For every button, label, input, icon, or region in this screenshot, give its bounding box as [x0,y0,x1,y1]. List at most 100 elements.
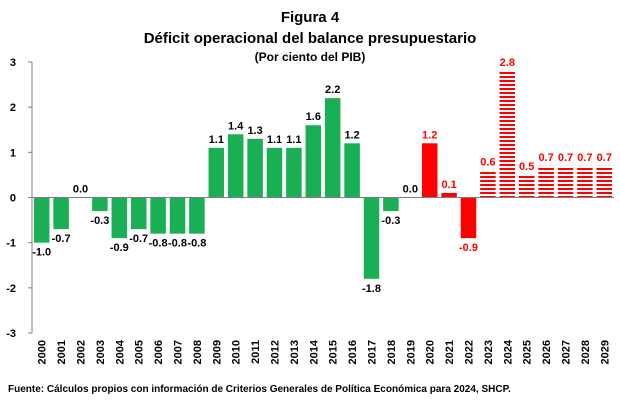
data-label: -0.8 [168,238,187,250]
x-tick-label: 2020 [425,340,437,364]
bar [557,165,574,198]
data-label: -0.9 [110,242,129,254]
data-label: -0.7 [52,233,71,245]
x-tick-label: 2016 [347,340,359,364]
x-tick-label: 2018 [386,340,398,364]
bar [441,192,457,198]
data-label: -0.3 [90,215,109,227]
x-tick-label: 2001 [56,340,68,364]
bar [305,125,322,198]
x-tick-label: 2013 [289,340,301,364]
data-label: 1.2 [344,129,359,141]
x-tick-label: 2014 [308,339,320,364]
data-label: 0.7 [577,152,592,164]
bar [53,197,69,230]
data-label: 0.5 [519,161,534,173]
y-tick-label: 0 [10,193,16,205]
chart-subtitle: Déficit operacional del balance presupue… [144,30,477,47]
bar [538,165,554,198]
bar [150,197,166,234]
x-tick-label: 2008 [192,340,204,364]
data-label: 2.8 [500,57,515,69]
data-label: 0.7 [558,152,573,164]
x-tick-label: 2010 [231,340,243,364]
data-label: -0.8 [149,238,168,250]
y-tick-label: -1 [6,238,16,250]
data-label: 2.2 [325,84,340,96]
x-tick-label: 2017 [367,340,379,364]
x-tick-label: 2007 [173,340,185,364]
bar [92,197,108,212]
bar [518,174,535,198]
bar [227,134,244,198]
bar [363,197,380,279]
data-label: 1.1 [267,134,282,146]
data-label: -1.0 [32,247,51,259]
x-tick-label: 2012 [270,340,282,364]
data-label: -1.8 [362,283,381,295]
bar [480,170,496,198]
x-tick-label: 2026 [541,340,553,364]
y-tick-label: 1 [10,147,16,159]
data-label: 1.3 [247,125,262,137]
bar [577,165,593,198]
data-label: -0.9 [459,242,478,254]
chart-subtitle-units: (Por ciento del PIB) [255,50,366,64]
bar [460,197,477,239]
bar [130,197,147,230]
x-tick-label: 2000 [37,340,49,364]
bar [596,165,613,198]
data-label: 0.1 [441,179,456,191]
data-label: 0.6 [480,156,495,168]
data-label: 1.6 [306,111,321,123]
x-tick-label: 2027 [561,340,573,364]
bar [208,147,225,198]
bar [266,147,283,198]
x-tick-label: 2003 [95,340,107,364]
bar [33,197,50,243]
bar [344,143,360,198]
x-tick-label: 2021 [444,340,456,364]
data-label: 1.1 [209,134,224,146]
x-tick-label: 2015 [328,340,340,364]
y-tick-label: -2 [6,283,16,295]
data-label: 0.0 [403,184,418,196]
chart-title: Figura 4 [281,9,340,26]
bar [169,197,186,234]
x-tick-label: 2025 [522,340,534,364]
bar [286,147,302,198]
bar [247,138,263,198]
x-tick-label: 2022 [464,340,476,364]
x-tick-label: 2029 [599,340,611,364]
bar [111,197,128,239]
data-label: 0.7 [538,152,553,164]
y-tick-label: 3 [10,57,16,69]
x-tick-label: 2006 [153,340,165,364]
bar [421,143,438,198]
x-tick-label: 2011 [250,340,262,364]
x-tick-label: 2004 [114,339,126,364]
data-label: 1.2 [422,129,437,141]
y-tick-label: -3 [6,328,16,340]
x-tick-label: 2028 [580,340,592,364]
data-label: 0.7 [597,152,612,164]
bar [499,71,516,198]
data-label: -0.7 [129,233,148,245]
x-tick-label: 2005 [134,340,146,364]
data-label: 0.0 [73,184,88,196]
x-tick-label: 2002 [76,340,88,364]
data-label: 1.1 [286,134,301,146]
x-tick-label: 2019 [405,340,417,364]
data-label: 1.4 [228,120,244,132]
bar [324,98,341,198]
x-tick-label: 2024 [502,339,514,364]
data-label: -0.8 [187,238,206,250]
chart-source: Fuente: Cálculos propios con información… [8,384,511,395]
bar [383,197,399,212]
data-label: -0.3 [381,215,400,227]
bar [189,197,205,234]
x-tick-label: 2009 [211,340,223,364]
